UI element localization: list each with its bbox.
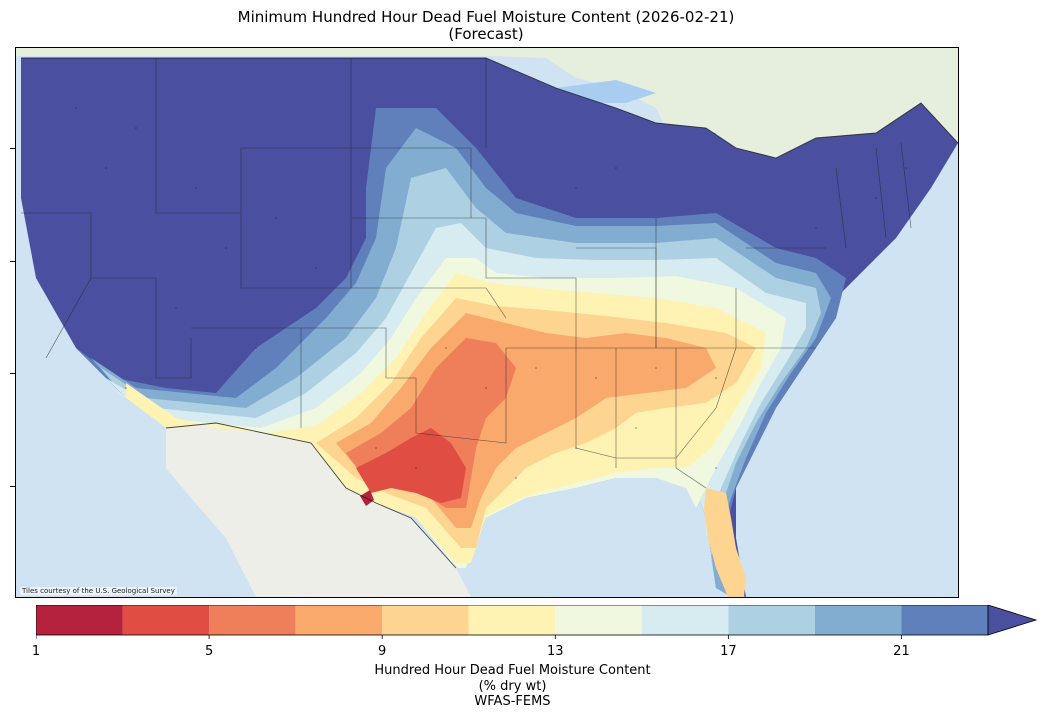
colorbar-extend-arrow — [987, 605, 1038, 636]
colorbar-bin — [555, 605, 642, 635]
state-boundaries — [21, 58, 912, 489]
colorbar-bin — [728, 605, 815, 635]
y-axis-tick — [10, 148, 15, 149]
station-markers — [75, 107, 907, 479]
colorbar-label-line-2: (% dry wt) — [478, 678, 547, 694]
moisture-region-3-5 — [356, 428, 466, 503]
colorbar — [36, 605, 1038, 639]
colorbar-bin — [209, 605, 296, 635]
y-axis-tick — [10, 486, 15, 487]
title-line-1: Minimum Hundred Hour Dead Fuel Moisture … — [237, 8, 735, 26]
fuel-moisture-map — [16, 48, 958, 597]
mexico-land — [166, 423, 471, 597]
colorbar-bin — [36, 605, 123, 635]
colorbar-label: Hundred Hour Dead Fuel Moisture Content … — [0, 663, 1025, 710]
colorbar-ticks — [36, 635, 902, 639]
colorbar-bin — [901, 605, 988, 635]
moisture-region-florida — [704, 488, 746, 597]
colorbar-bin — [122, 605, 210, 635]
colorbar-tick-label: 1 — [31, 644, 41, 659]
colorbar-tick-label: 21 — [893, 644, 910, 659]
colorbar-bin — [295, 605, 383, 635]
colorbar-label-line-3: WFAS-FEMS — [474, 694, 551, 709]
colorbar-bin — [641, 605, 729, 635]
colorbar-tick-label: 13 — [546, 644, 564, 659]
y-axis-tick — [10, 373, 15, 374]
colorbar-label-line-1: Hundred Hour Dead Fuel Moisture Content — [374, 663, 651, 678]
colorbar-bin — [382, 605, 469, 635]
y-axis-tick — [10, 261, 15, 262]
country-borders — [21, 57, 958, 569]
colorbar-tick-label: 17 — [720, 644, 737, 659]
chart-title: Minimum Hundred Hour Dead Fuel Moisture … — [0, 9, 972, 43]
colorbar-bin — [468, 605, 556, 635]
colorbar-tick-label: 5 — [204, 644, 214, 659]
colorbar-tick-label: 9 — [378, 644, 387, 659]
title-line-2: (Forecast) — [448, 25, 524, 43]
map-panel[interactable]: Tiles courtesy of the U.S. Geological Su… — [15, 47, 959, 598]
colorbar-bins — [36, 605, 989, 636]
colorbar-bin — [814, 605, 902, 635]
map-attribution: Tiles courtesy of the U.S. Geological Su… — [20, 587, 177, 595]
